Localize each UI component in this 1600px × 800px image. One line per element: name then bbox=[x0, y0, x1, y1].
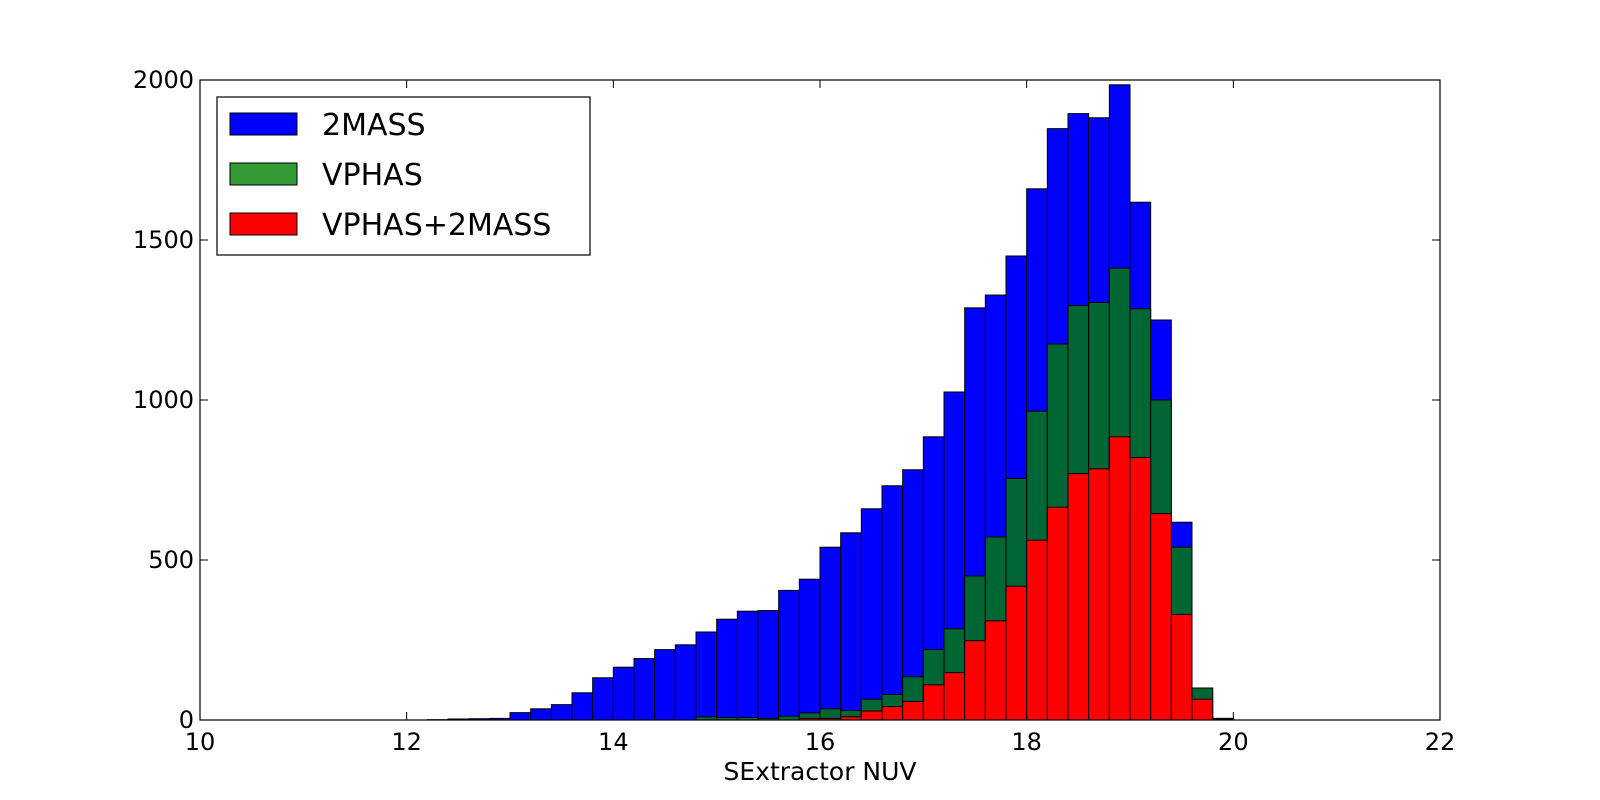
bar-2mass-16 bbox=[530, 708, 552, 721]
bar-2mass-29 bbox=[798, 578, 821, 721]
bar-2mass-26 bbox=[736, 610, 759, 721]
bar-2mass-25 bbox=[716, 618, 738, 721]
bar-2mass-30 bbox=[819, 546, 842, 721]
bar-vphas-2mass-35 bbox=[922, 684, 945, 721]
legend-swatch-2mass bbox=[229, 112, 298, 136]
legend: 2MASS VPHAS VPHAS+2MASS bbox=[216, 96, 591, 256]
bar-vphas-2mass-47 bbox=[1170, 613, 1193, 721]
x-axis-label: SExtractor NUV bbox=[723, 757, 916, 786]
bar-vphas-2mass-41 bbox=[1046, 506, 1069, 721]
bar-2mass-32 bbox=[860, 508, 883, 721]
bar-2mass-27 bbox=[757, 610, 780, 721]
legend-swatch-vphas-2mass bbox=[229, 212, 298, 236]
x-tick-label: 14 bbox=[598, 728, 629, 756]
bar-vphas-2mass-39 bbox=[1005, 585, 1028, 721]
y-tick-label: 2000 bbox=[133, 66, 194, 94]
x-tick-label: 16 bbox=[805, 728, 836, 756]
x-tick-label: 20 bbox=[1218, 728, 1249, 756]
y-tick-label: 500 bbox=[148, 546, 194, 574]
bar-2mass-17 bbox=[550, 704, 573, 721]
bar-2mass-18 bbox=[571, 692, 594, 721]
legend-label: 2MASS bbox=[322, 108, 426, 143]
bar-vphas-2mass-42 bbox=[1067, 473, 1090, 721]
y-tick-label: 1000 bbox=[133, 386, 194, 414]
bar-2mass-31 bbox=[840, 532, 862, 721]
bar-vphas-2mass-34 bbox=[902, 700, 924, 721]
bar-2mass-22 bbox=[654, 649, 676, 721]
histogram-bars bbox=[426, 84, 1234, 721]
bar-vphas-2mass-45 bbox=[1129, 457, 1152, 721]
bar-2mass-21 bbox=[633, 658, 656, 721]
bar-vphas-2mass-48 bbox=[1191, 698, 1214, 721]
y-tick-label: 0 bbox=[179, 706, 194, 734]
bar-vphas-2mass-46 bbox=[1150, 513, 1172, 721]
bar-vphas-2mass-40 bbox=[1026, 539, 1048, 721]
bar-2mass-24 bbox=[695, 631, 718, 721]
bar-vphas-2mass-32 bbox=[860, 710, 883, 721]
bar-2mass-20 bbox=[612, 666, 635, 721]
bar-2mass-23 bbox=[674, 644, 697, 721]
x-tick-label: 22 bbox=[1425, 728, 1456, 756]
bar-vphas-2mass-36 bbox=[943, 672, 966, 721]
x-tick-label: 10 bbox=[185, 728, 216, 756]
bar-2mass-28 bbox=[778, 589, 800, 721]
bar-2mass-15 bbox=[509, 712, 532, 721]
x-tick-label: 18 bbox=[1011, 728, 1042, 756]
legend-label: VPHAS bbox=[322, 158, 423, 193]
bar-vphas-2mass-43 bbox=[1088, 468, 1110, 721]
legend-swatch-vphas bbox=[229, 162, 298, 186]
bar-vphas-2mass-44 bbox=[1108, 436, 1131, 721]
axis-ticks: 10 12 14 16 18 20 22 0 500 1000 1500 2000 bbox=[133, 66, 1455, 756]
bar-vphas-2mass-37 bbox=[964, 640, 986, 721]
bar-2mass-33 bbox=[881, 485, 904, 721]
legend-label: VPHAS+2MASS bbox=[322, 208, 551, 243]
bar-vphas-2mass-33 bbox=[881, 706, 904, 721]
x-tick-label: 12 bbox=[391, 728, 422, 756]
bar-vphas-2mass-38 bbox=[984, 620, 1007, 721]
bar-2mass-19 bbox=[592, 677, 614, 721]
y-tick-label: 1500 bbox=[133, 226, 194, 254]
